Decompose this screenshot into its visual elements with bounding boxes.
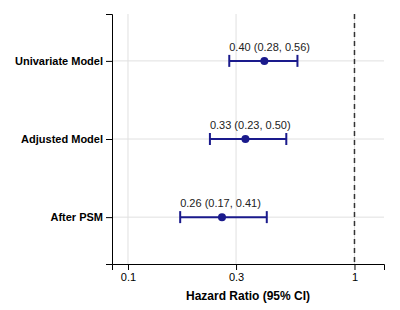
y-tick-mark	[106, 139, 112, 140]
grid-line-y	[112, 60, 384, 61]
x-tick-label: 1	[352, 271, 358, 283]
y-tick: Adjusted Model	[21, 133, 112, 145]
data-label: 0.33 (0.23, 0.50)	[210, 119, 291, 131]
y-tick-mark	[106, 217, 112, 218]
x-axis: 0.1 0.3 1	[113, 264, 385, 283]
ci-row	[229, 55, 297, 67]
x-tick-label: 0.1	[121, 271, 136, 283]
ci-cap-high	[285, 133, 287, 145]
y-axis: Univariate Model Adjusted Model After PSM	[15, 15, 113, 265]
x-tick: 0.1	[121, 264, 136, 283]
data-label: 0.26 (0.17, 0.41)	[180, 197, 261, 209]
ci-cap-high	[266, 211, 268, 223]
y-tick-label: After PSM	[50, 211, 103, 223]
grid-line-y	[112, 217, 384, 218]
y-tick-label: Adjusted Model	[21, 133, 103, 145]
reference-line	[354, 14, 356, 264]
y-tick: After PSM	[50, 211, 112, 223]
x-tick: 1	[352, 264, 358, 283]
x-tick-mark	[236, 264, 237, 270]
x-tick: 0.3	[229, 264, 244, 283]
point	[241, 135, 249, 143]
x-tick-mark	[354, 264, 355, 270]
data-label: 0.40 (0.28, 0.56)	[229, 41, 310, 53]
point	[218, 213, 226, 221]
y-tick-mark	[106, 61, 112, 62]
ci-cap-low	[228, 55, 230, 67]
ci-cap-low	[179, 211, 181, 223]
chart: 0.40 (0.28, 0.56) 0.33 (0.23, 0.50) 0.26 (…	[0, 0, 400, 310]
x-tick-mark	[128, 264, 129, 270]
y-tick-label: Univariate Model	[15, 55, 103, 67]
data-labels: 0.40 (0.28, 0.56) 0.33 (0.23, 0.50) 0.26 (…	[180, 41, 310, 209]
plot: 0.40 (0.28, 0.56) 0.33 (0.23, 0.50) 0.26 (…	[15, 14, 385, 283]
ci-cap-high	[296, 55, 298, 67]
y-axis-line	[106, 15, 113, 265]
ci-row	[180, 211, 267, 223]
x-axis-line	[113, 265, 385, 271]
ci-row	[210, 133, 286, 145]
point	[260, 57, 268, 65]
marks	[180, 14, 354, 264]
ci-cap-low	[209, 133, 211, 145]
y-tick: Univariate Model	[15, 55, 112, 67]
x-axis-title: Hazard Ratio (95% CI)	[186, 289, 310, 303]
grid	[112, 14, 384, 264]
x-tick-label: 0.3	[229, 271, 244, 283]
